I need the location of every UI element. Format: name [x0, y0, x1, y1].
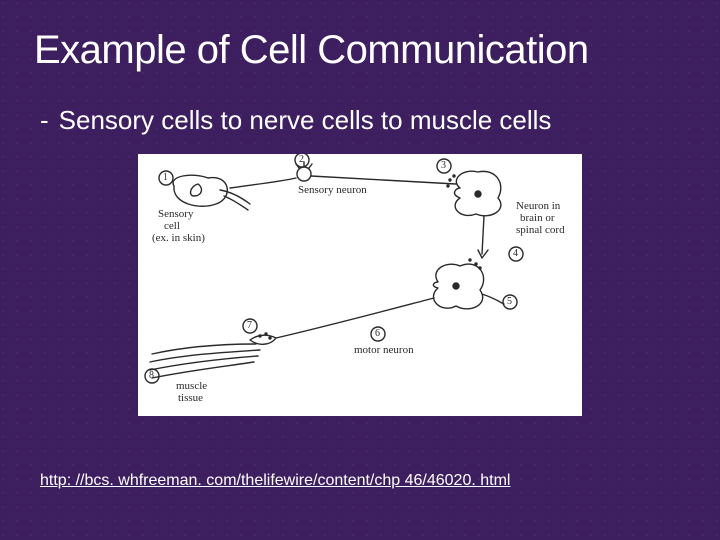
label-muscle-1: muscle	[176, 380, 207, 392]
slide-title: Example of Cell Communication	[34, 28, 686, 73]
marker-6: 6	[375, 328, 380, 339]
marker-4: 4	[513, 248, 518, 259]
diagram-container: Sensory neuron Sensory cell (ex. in skin…	[34, 154, 686, 416]
cell-communication-diagram: Sensory neuron Sensory cell (ex. in skin…	[138, 154, 582, 416]
bullet-row: - Sensory cells to nerve cells to muscle…	[34, 105, 686, 136]
bullet-text: Sensory cells to nerve cells to muscle c…	[59, 105, 552, 136]
label-muscle-2: tissue	[178, 392, 203, 404]
marker-3: 3	[441, 160, 446, 171]
source-link[interactable]: http: //bcs. whfreeman. com/thelifewire/…	[40, 472, 510, 489]
marker-5: 5	[507, 296, 512, 307]
label-motor-neuron: motor neuron	[354, 344, 414, 356]
label-sensory-cell-3: (ex. in skin)	[152, 232, 205, 244]
marker-7: 7	[247, 320, 252, 331]
label-neuron-3: spinal cord	[516, 224, 565, 236]
label-sensory-cell-1: Sensory	[158, 208, 193, 220]
marker-1: 1	[163, 172, 168, 183]
marker-2: 2	[299, 154, 304, 165]
bullet-dash: -	[40, 105, 49, 136]
slide: Example of Cell Communication - Sensory …	[0, 0, 720, 540]
label-sensory-neuron: Sensory neuron	[298, 184, 367, 196]
marker-8: 8	[149, 370, 154, 381]
label-neuron-2: brain or	[520, 212, 555, 224]
label-neuron-1: Neuron in	[516, 200, 560, 212]
source-link-row: http: //bcs. whfreeman. com/thelifewire/…	[34, 472, 686, 490]
label-sensory-cell-2: cell	[164, 220, 180, 232]
